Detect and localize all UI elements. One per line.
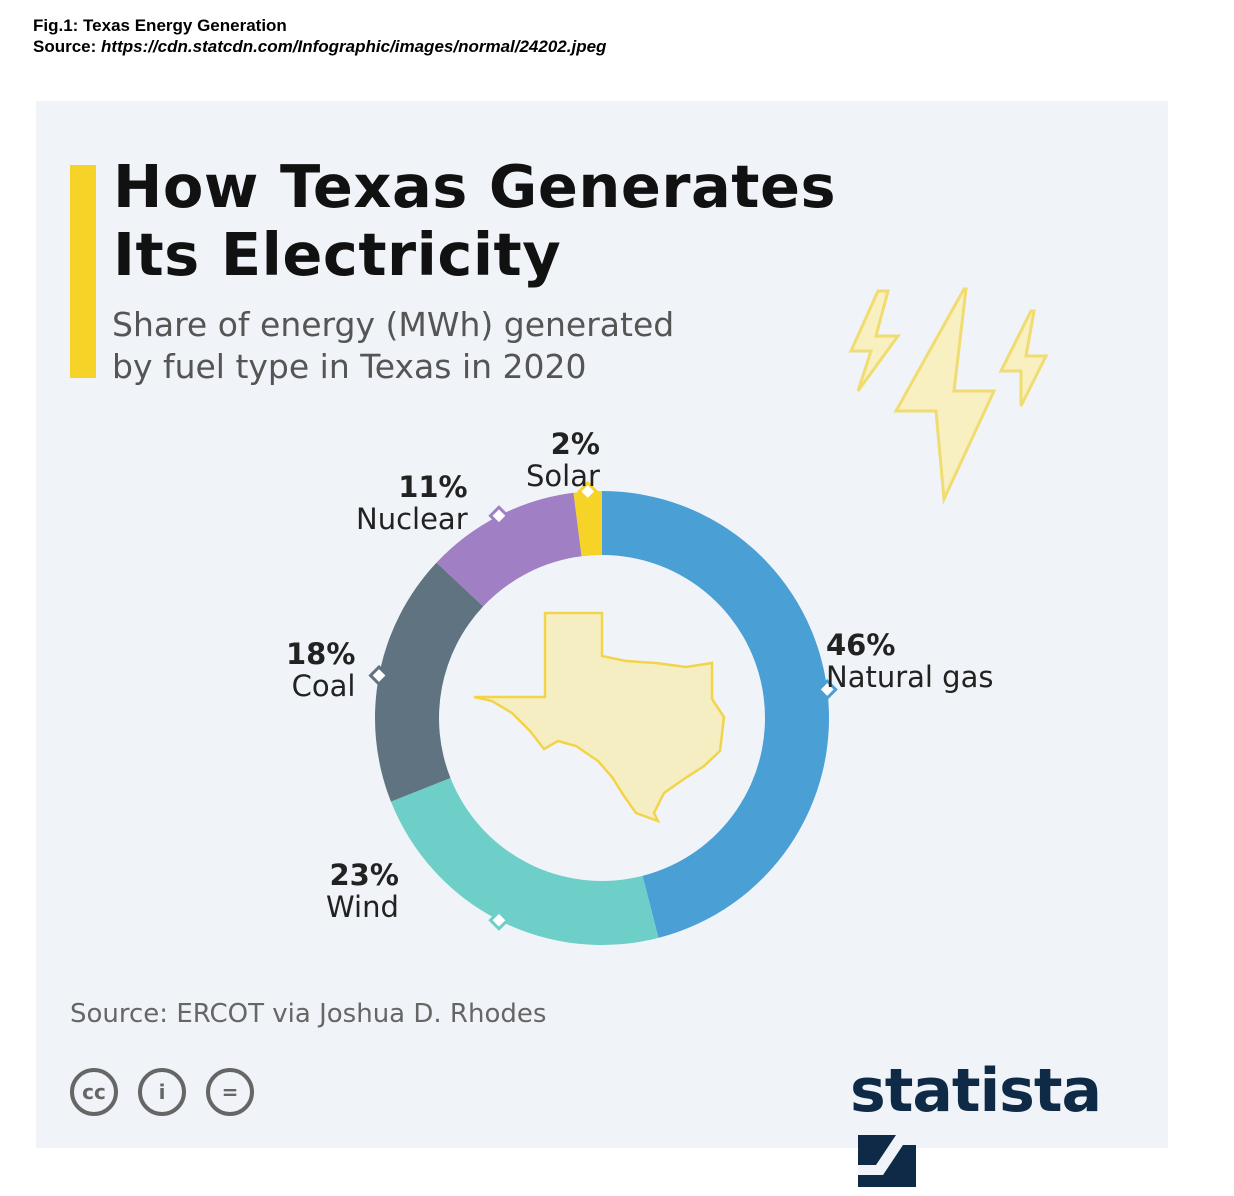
marker-solar <box>577 480 599 503</box>
chart-source: Source: ERCOT via Joshua D. Rhodes <box>70 999 547 1029</box>
label-solar: 2% Solar <box>526 428 600 492</box>
slice-nuclear <box>436 492 582 607</box>
brand-name: statista <box>850 1056 1102 1126</box>
label-wind: 23% Wind <box>326 859 399 923</box>
source-url: https://cdn.statcdn.com/Infographic/imag… <box>101 37 607 56</box>
statista-logo[interactable]: statista <box>850 1056 1168 1196</box>
cc-license-icon[interactable]: cc <box>70 1068 118 1116</box>
label-nuclear: 11% Nuclear <box>356 471 468 535</box>
category-label: Wind <box>326 890 399 924</box>
marker-wind <box>488 909 510 931</box>
value-label: 46% <box>826 628 896 662</box>
title-line-2: Its Electricity <box>113 220 562 289</box>
value-label: 23% <box>329 858 399 892</box>
marker-coal <box>368 664 390 687</box>
figure-caption: Fig.1: Texas Energy Generation <box>33 16 287 35</box>
category-label: Natural gas <box>826 660 994 694</box>
donut-chart <box>368 287 1049 945</box>
slice-wind <box>390 778 659 945</box>
category-label: Nuclear <box>356 502 468 536</box>
category-label: Solar <box>526 459 600 493</box>
lightning-icon <box>848 287 1049 505</box>
figure-source: Source: https://cdn.statcdn.com/Infograp… <box>33 37 606 57</box>
attribution-icon[interactable]: i <box>138 1068 186 1116</box>
infographic-panel: How Texas Generates Its Electricity Shar… <box>36 101 1168 1187</box>
subtitle-line-1: Share of energy (MWh) generated <box>112 305 675 344</box>
source-label: Source: <box>33 37 97 56</box>
statista-logo-icon <box>858 1135 916 1187</box>
slice-coal <box>374 562 484 802</box>
texas-map <box>473 611 726 824</box>
marker-nuclear <box>488 505 510 527</box>
value-label: 11% <box>398 470 468 504</box>
accent-bar <box>70 165 96 378</box>
chart-subtitle: Share of energy (MWh) generated by fuel … <box>112 304 674 388</box>
subtitle-line-2: by fuel type in Texas in 2020 <box>112 347 587 386</box>
label-natural-gas: 46% Natural gas <box>826 629 993 693</box>
value-label: 18% <box>286 637 356 671</box>
slice-solar <box>573 491 602 557</box>
value-label: 2% <box>550 427 600 461</box>
slice-natural-gas <box>602 491 829 938</box>
marker-natural-gas <box>816 678 838 701</box>
category-label: Coal <box>291 669 356 703</box>
no-derivatives-icon[interactable]: = <box>206 1068 254 1116</box>
label-coal: 18% Coal <box>286 638 355 702</box>
title-line-1: How Texas Generates <box>113 152 837 221</box>
chart-title: How Texas Generates Its Electricity <box>113 153 836 289</box>
